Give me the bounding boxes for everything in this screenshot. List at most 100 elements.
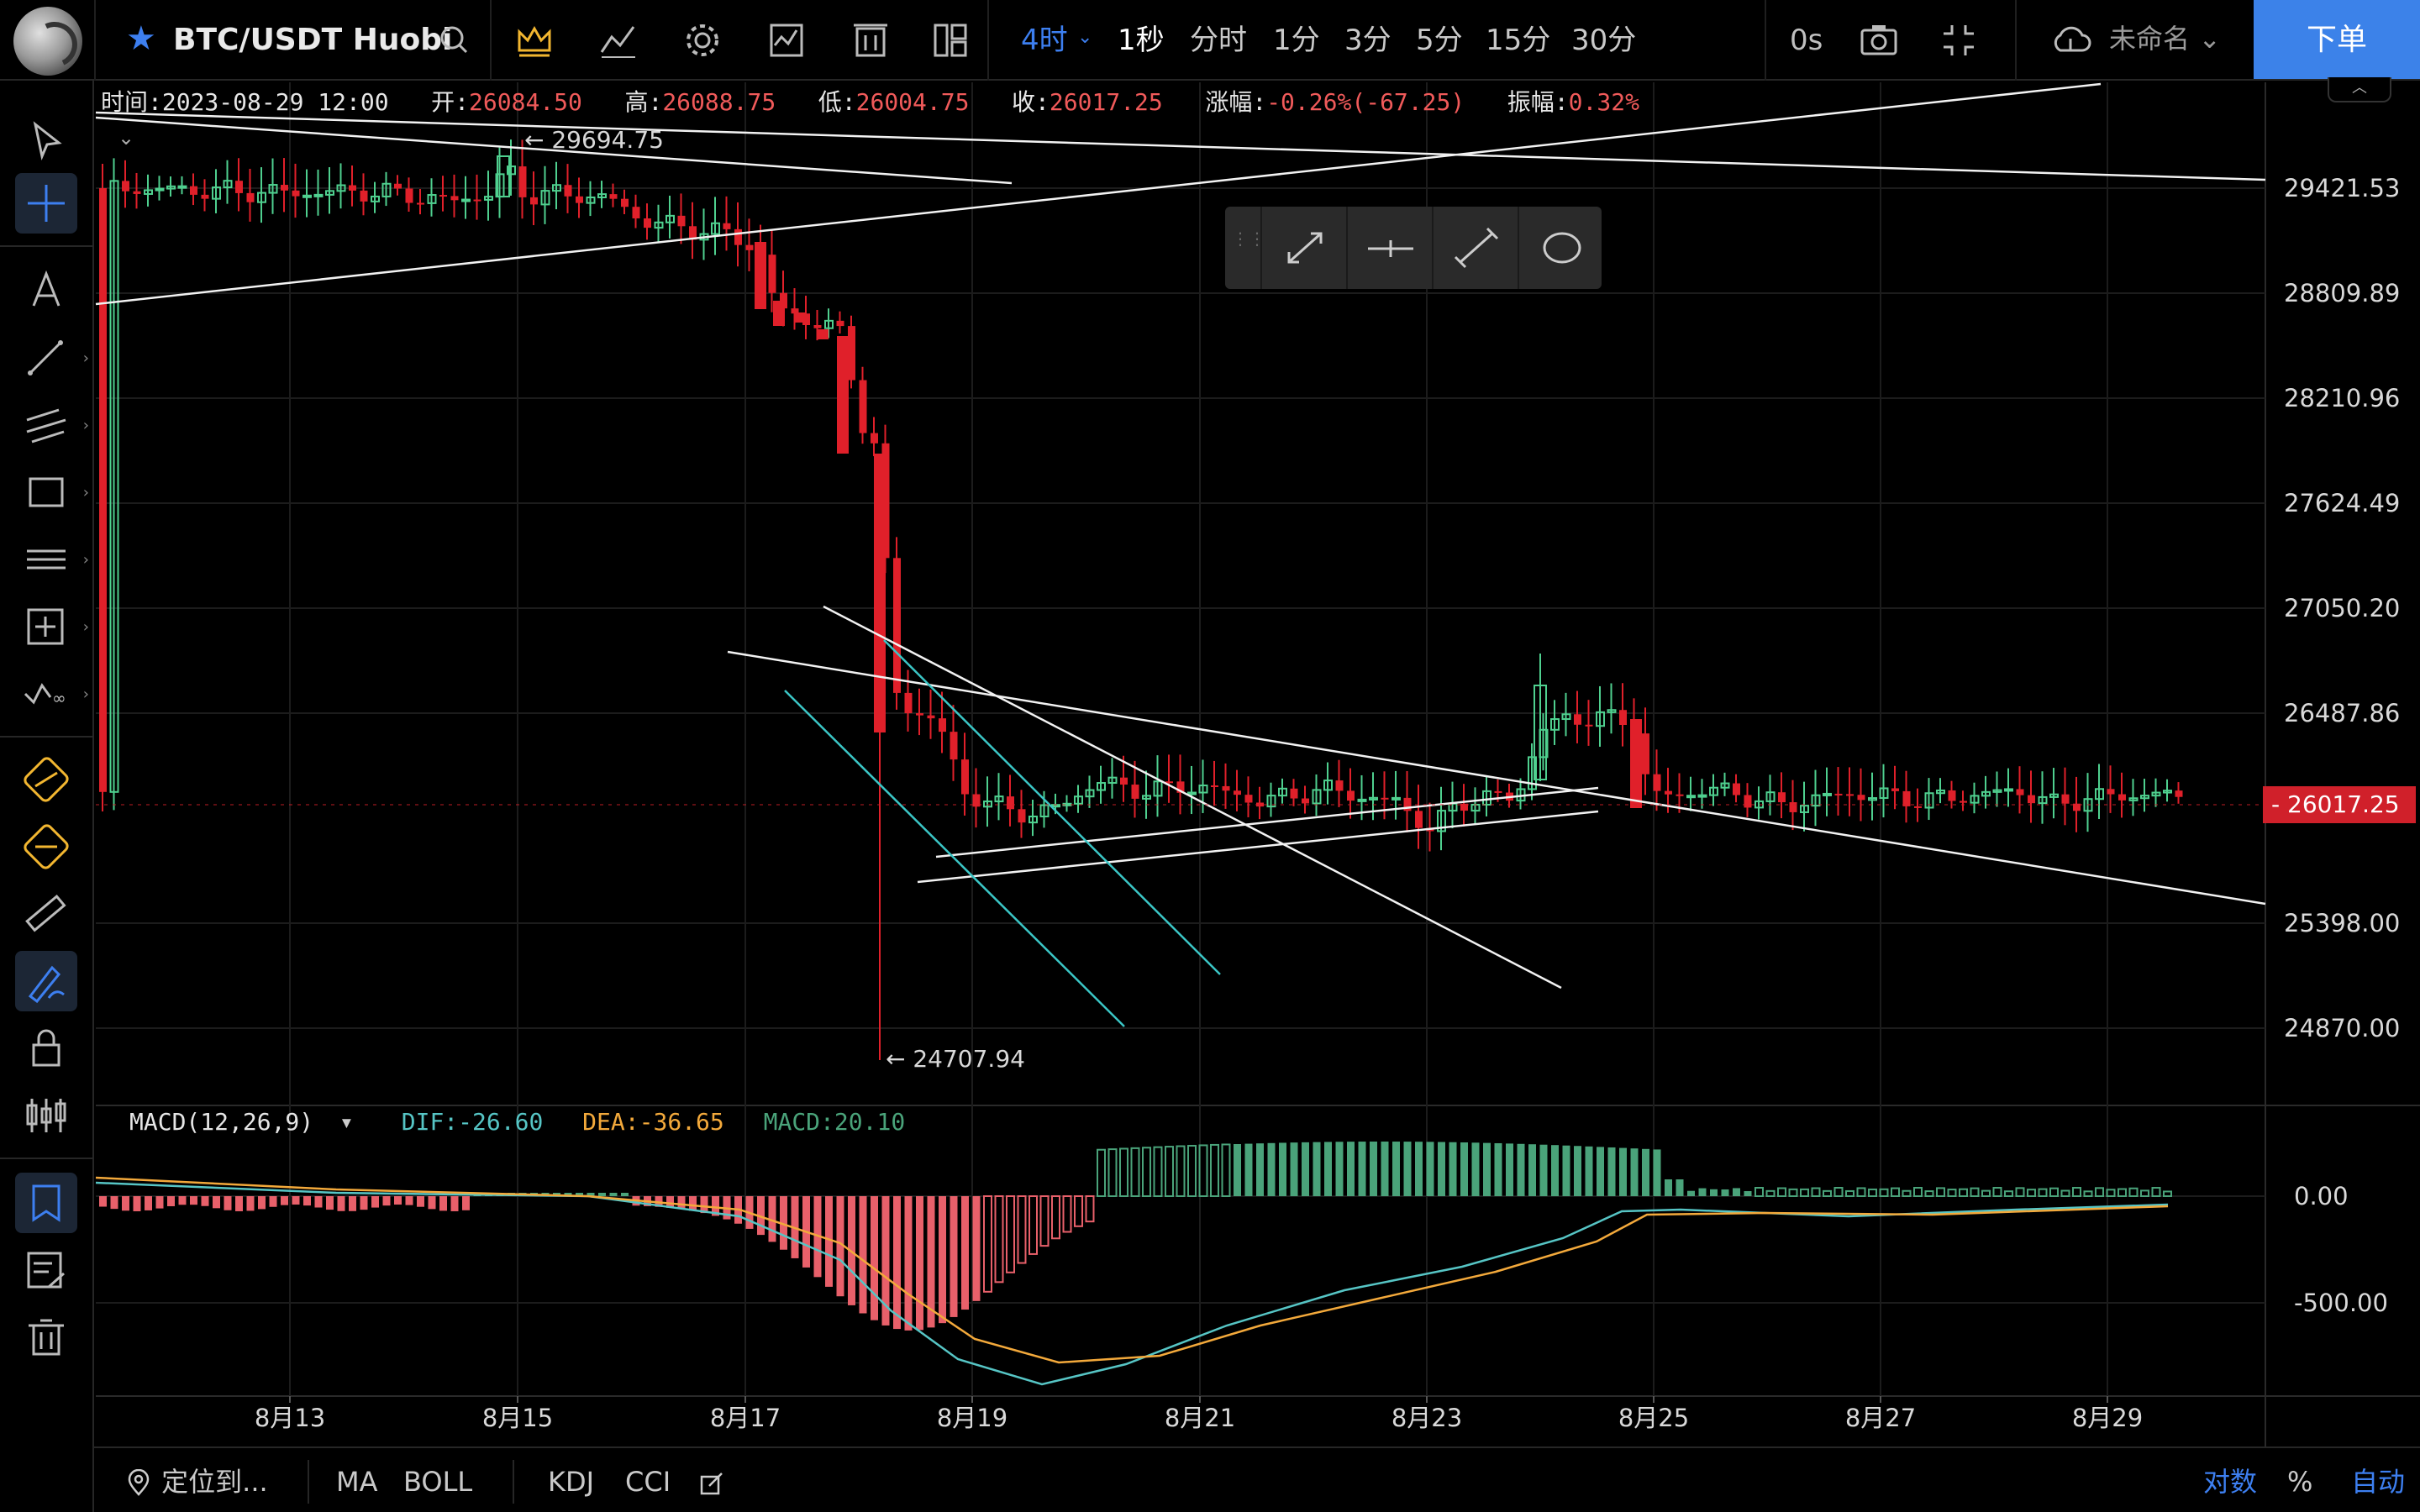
macd-bar-neg: [757, 1196, 765, 1236]
interval-5m[interactable]: 5分: [1416, 24, 1463, 57]
interval-3m[interactable]: 3分: [1344, 24, 1392, 57]
ohlc-info-bar: 时间:2023-08-29 12:00 开:26084.50 高:26088.7…: [101, 87, 1639, 118]
pen-draw-icon[interactable]: [15, 951, 77, 1011]
magnet-strong-icon[interactable]: [15, 816, 77, 877]
location-pin-icon: [128, 1468, 150, 1496]
trend-line-tool[interactable]: ›: [15, 328, 89, 388]
macd-legend: MACD(12,26,9) ▾ DIF:-26.60 DEA:-36.65 MA…: [129, 1107, 905, 1137]
open-value: 26084.50: [469, 88, 582, 116]
macd-bar-pos: [1597, 1147, 1604, 1196]
kdj-indicator-button[interactable]: KDJ: [548, 1466, 595, 1498]
macd-dif-line: [95, 1181, 2169, 1386]
percent-scale-toggle[interactable]: %: [2287, 1466, 2313, 1498]
chart-type-icon[interactable]: [765, 18, 808, 62]
candle-body-down: [2118, 794, 2126, 801]
segment-line-icon[interactable]: [1432, 207, 1518, 289]
object-tree-icon[interactable]: [15, 1240, 77, 1300]
order-button[interactable]: 下单: [2254, 0, 2420, 79]
layout-icon[interactable]: [929, 18, 972, 62]
candle-body-down: [439, 195, 447, 197]
boll-indicator-button[interactable]: BOLL: [403, 1466, 473, 1498]
crown-icon[interactable]: [513, 18, 556, 62]
macd-bar-neg: [292, 1196, 300, 1205]
rectangle-tool[interactable]: ›: [15, 462, 89, 522]
candle-body-up: [313, 193, 324, 197]
candle-body-up: [2038, 795, 2048, 805]
macd-bar-pos: [1381, 1142, 1389, 1196]
candle-body-up: [824, 319, 834, 329]
cci-indicator-button[interactable]: CCI: [625, 1466, 671, 1498]
candle-body-up: [2083, 798, 2093, 812]
indicators-icon[interactable]: [597, 18, 640, 62]
amplitude-value: 0.32%: [1568, 88, 1639, 116]
low-value: 26004.75: [855, 88, 970, 116]
measure-box-tool[interactable]: ›: [15, 596, 89, 657]
template-icon[interactable]: [849, 18, 892, 62]
text-tool[interactable]: [15, 260, 77, 321]
macd-bar-neg-hollow: [1074, 1195, 1083, 1227]
magnet-weak-icon[interactable]: [15, 749, 77, 810]
interval-1m[interactable]: 1分: [1273, 24, 1320, 57]
log-scale-toggle[interactable]: 对数: [2203, 1466, 2258, 1498]
candle-body-down: [405, 188, 413, 203]
macd-bar-pos: [1687, 1190, 1695, 1196]
macd-bar-neg-hollow: [1062, 1195, 1072, 1233]
cloud-icon[interactable]: [2049, 18, 2092, 62]
auto-scale-toggle[interactable]: 自动: [2351, 1466, 2406, 1498]
ma-indicator-button[interactable]: MA: [336, 1466, 378, 1498]
macd-bar-neg: [213, 1196, 220, 1209]
drag-grip-icon[interactable]: ⋮⋮: [1232, 228, 1265, 249]
candle-body-down: [689, 226, 697, 240]
edit-indicators-icon[interactable]: [697, 1463, 726, 1500]
collapse-toggle-chevron-icon[interactable]: ︿: [2328, 77, 2391, 102]
interval-4h[interactable]: 4时: [1021, 24, 1068, 57]
favorite-star-icon[interactable]: ★: [126, 19, 156, 58]
camera-icon[interactable]: [1857, 18, 1901, 62]
interval-1s[interactable]: 1秒: [1118, 24, 1165, 57]
legend-collapse-chevron-icon[interactable]: ⌄: [118, 126, 135, 150]
watchlist-icon[interactable]: [15, 1173, 77, 1233]
date-axis-label: 8月21: [1165, 1404, 1235, 1432]
macd-name[interactable]: MACD(12,26,9): [129, 1108, 314, 1136]
ray-line-icon[interactable]: [1260, 207, 1346, 289]
macd-bar-pos: [1460, 1142, 1468, 1196]
interval-15m[interactable]: 15分: [1486, 24, 1551, 57]
gear-icon[interactable]: [681, 18, 724, 62]
macd-dea-line: [95, 1176, 2169, 1364]
parallel-lines-tool[interactable]: ›: [27, 549, 89, 570]
candle-body-down: [1665, 790, 1672, 795]
macd-bar-neg: [950, 1196, 958, 1317]
macd-dropdown-icon[interactable]: ▾: [339, 1108, 354, 1136]
layout-name-dropdown[interactable]: 未命名 ⌄: [2109, 23, 2221, 55]
lock-icon[interactable]: [15, 1018, 77, 1079]
candle-body-down: [281, 185, 288, 191]
macd-bar-pos-hollow: [1992, 1187, 2002, 1197]
cursor-arrow-tool[interactable]: [15, 109, 77, 170]
search-icon[interactable]: [433, 18, 476, 62]
fibonacci-tool[interactable]: ›: [15, 395, 89, 455]
fullscreen-icon[interactable]: [1937, 18, 1981, 62]
candles-visibility-icon[interactable]: [15, 1085, 77, 1146]
locate-button[interactable]: 定位到...: [124, 1463, 268, 1500]
trash-icon[interactable]: [15, 1307, 77, 1368]
interval-timeline[interactable]: 分时: [1190, 24, 1247, 57]
macd-bar-pos: [1426, 1142, 1434, 1196]
candle-body-up: [257, 192, 266, 203]
candle-body-down: [1574, 714, 1581, 725]
pattern-tool[interactable]: ∞ ›: [15, 664, 89, 724]
ellipse-icon[interactable]: [1518, 207, 1603, 289]
macd-bar-pos-hollow: [1130, 1147, 1140, 1197]
symbol-name[interactable]: BTC/USDT Huobi: [173, 23, 453, 57]
candle-body-up: [1800, 805, 1809, 813]
crosshair-tool[interactable]: [15, 173, 77, 234]
macd-bar-neg: [871, 1196, 878, 1320]
ruler-icon[interactable]: [15, 884, 77, 944]
trend-line: [935, 786, 1599, 858]
countdown-seconds: 0s: [1790, 24, 1823, 57]
candle-body-up: [497, 155, 510, 197]
interval-30m[interactable]: 30分: [1571, 24, 1637, 57]
chevron-down-icon[interactable]: ⌄: [1077, 27, 1093, 48]
horizontal-line-icon[interactable]: [1346, 207, 1432, 289]
macd-bar-pos: [1290, 1142, 1298, 1196]
